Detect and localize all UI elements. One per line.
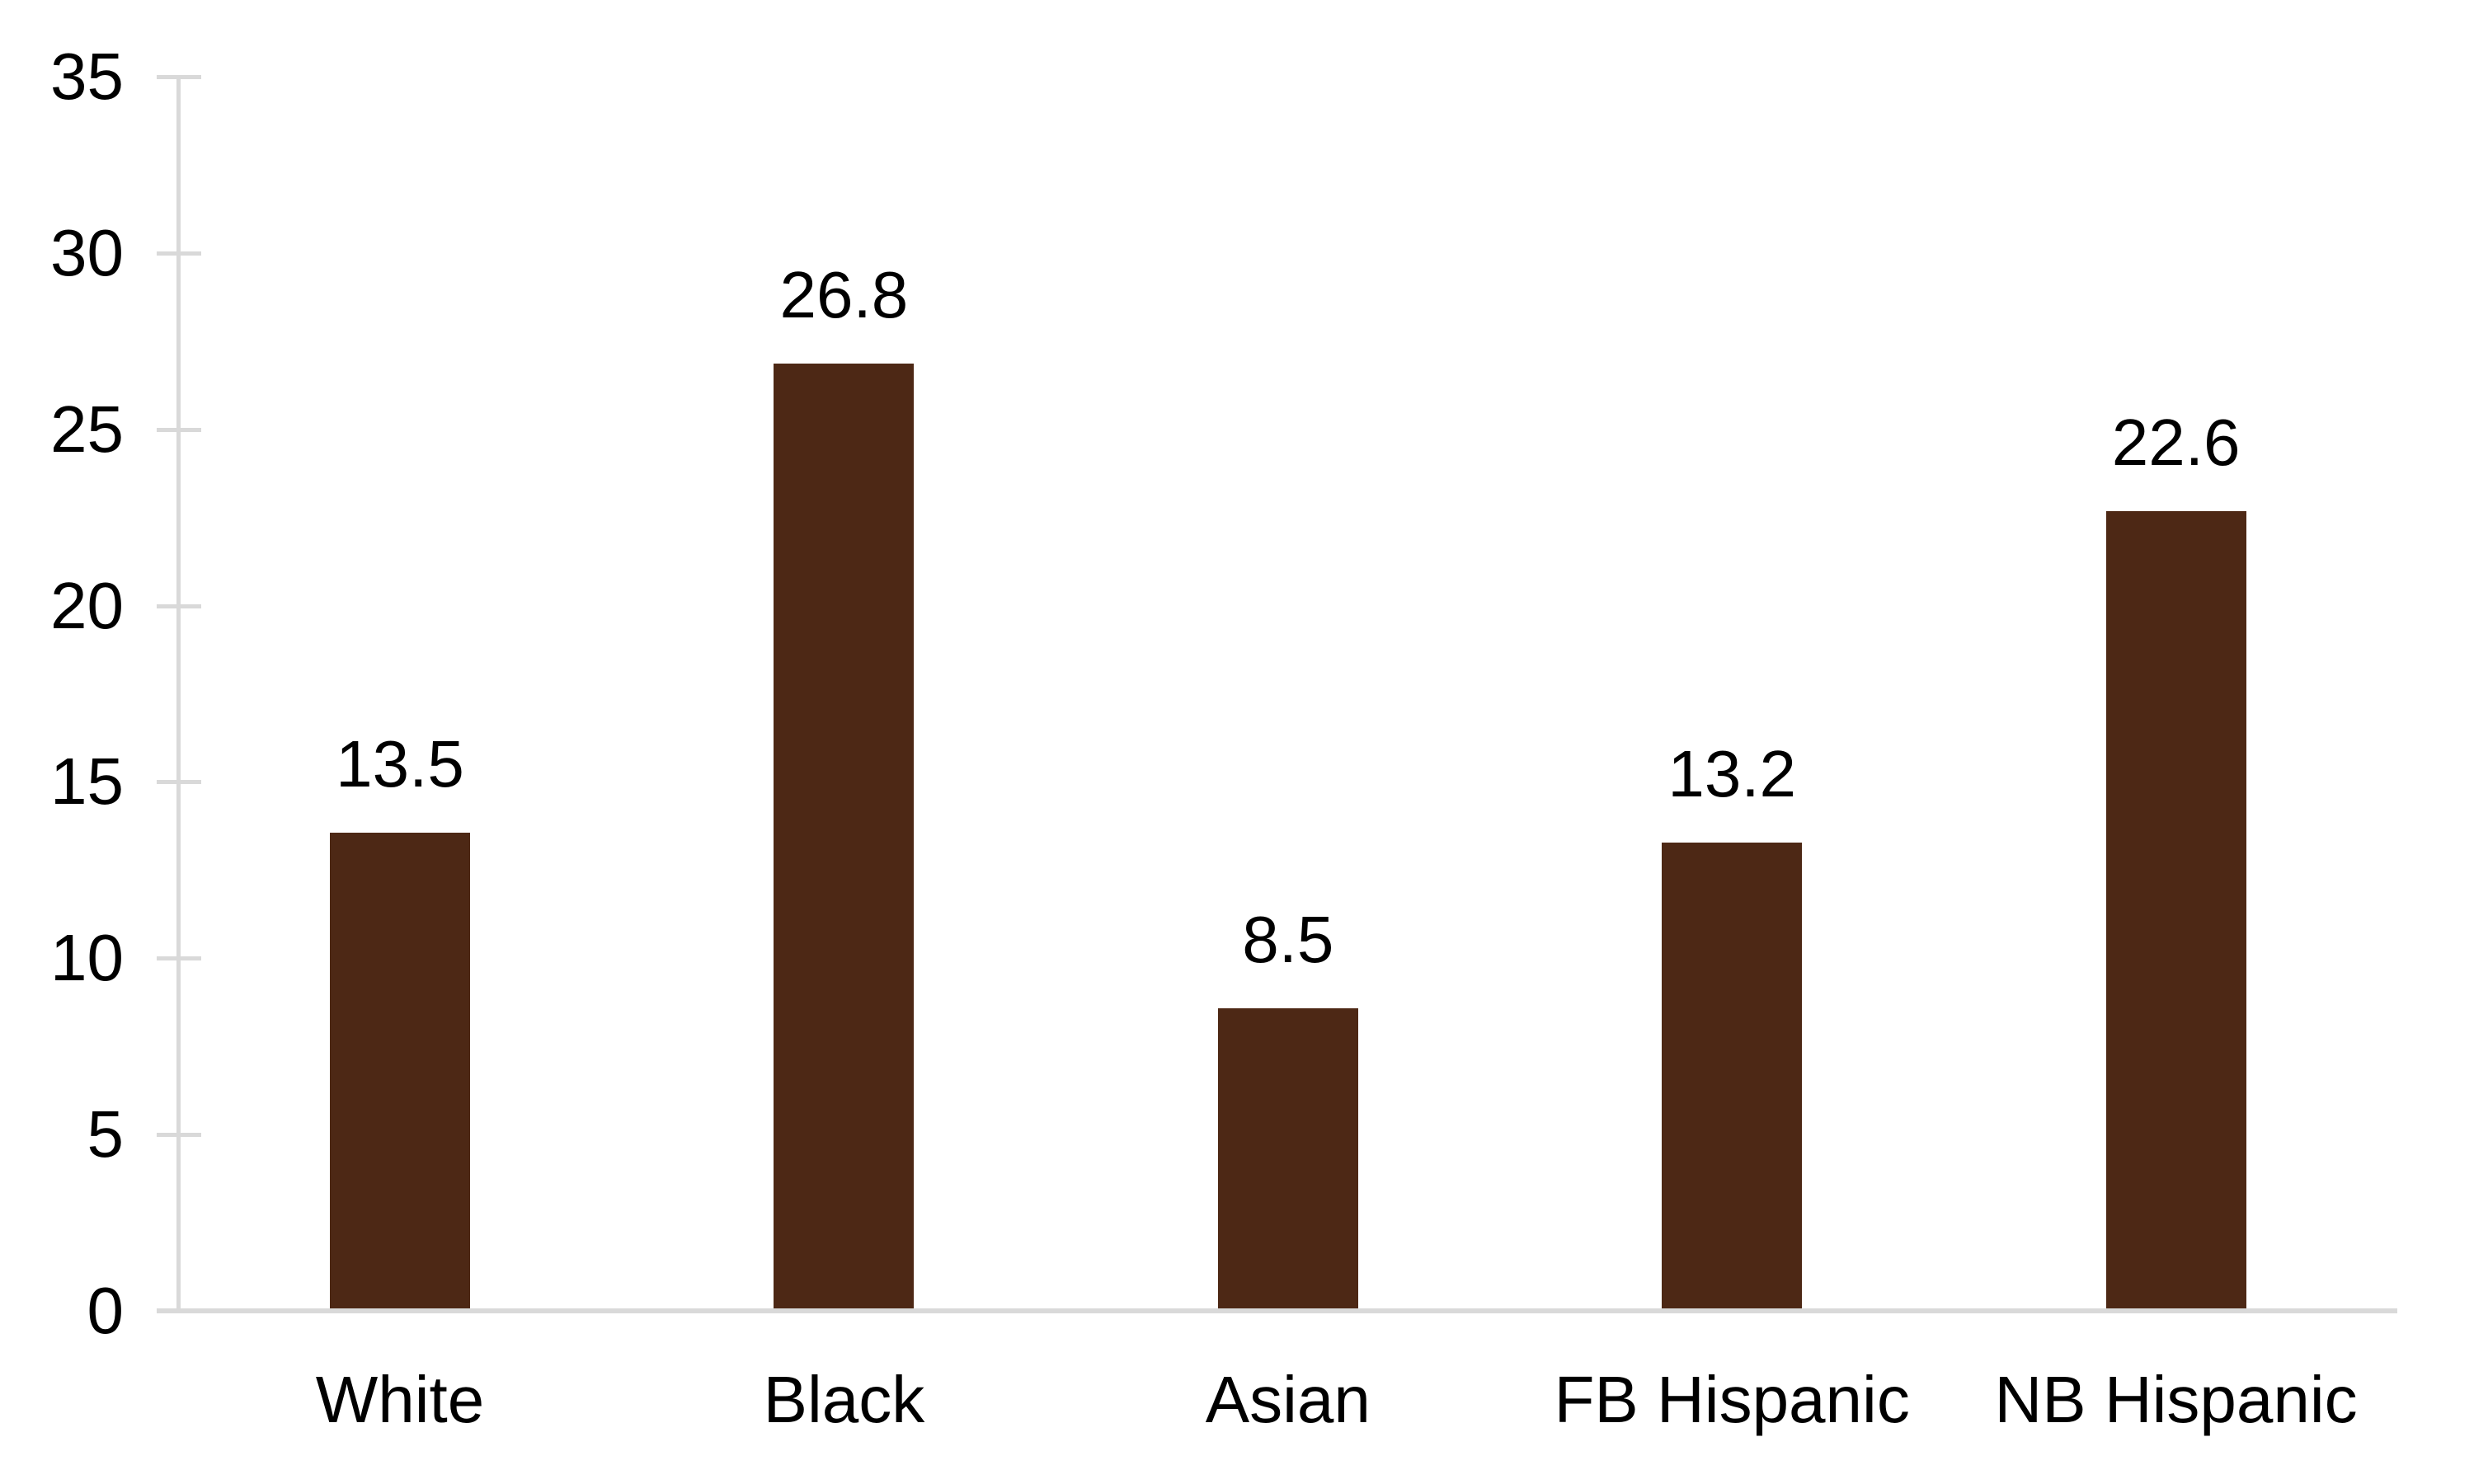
y-tick-mark <box>157 75 201 79</box>
y-tick-mark <box>157 1133 201 1138</box>
bar-fb-hispanic <box>1662 843 1803 1308</box>
category-label-nb-hispanic: NB Hispanic <box>1994 1363 2358 1436</box>
y-tick-mark <box>157 427 201 432</box>
y-tick-mark <box>157 251 201 256</box>
category-label-black: Black <box>763 1363 925 1436</box>
data-label-black: 26.8 <box>779 257 909 331</box>
category-label-fb-hispanic: FB Hispanic <box>1554 1363 1910 1436</box>
y-tick-label: 5 <box>87 1097 125 1172</box>
data-label-fb-hispanic: 13.2 <box>1667 737 1797 811</box>
data-label-asian: 8.5 <box>1242 903 1334 977</box>
y-tick-label: 15 <box>50 744 124 819</box>
y-tick-label: 25 <box>50 392 124 466</box>
data-label-nb-hispanic: 22.6 <box>2111 406 2241 480</box>
y-axis-line <box>176 77 181 1311</box>
x-axis-line <box>157 1308 2397 1313</box>
bar-white <box>330 832 470 1308</box>
y-tick-label: 0 <box>87 1274 125 1347</box>
y-tick-label: 35 <box>50 40 124 113</box>
category-label-white: White <box>315 1363 485 1436</box>
y-tick-label: 10 <box>50 921 124 995</box>
y-tick-mark <box>157 1309 201 1313</box>
y-tick-mark <box>157 603 201 608</box>
y-tick-mark <box>157 956 201 961</box>
bar-black <box>774 363 915 1308</box>
data-label-white: 13.5 <box>336 726 464 801</box>
category-label-asian: Asian <box>1205 1363 1371 1436</box>
y-tick-mark <box>157 780 201 785</box>
bar-asian <box>1217 1008 1358 1308</box>
y-tick-label: 30 <box>50 215 124 289</box>
bar-nb-hispanic <box>2105 511 2246 1308</box>
y-tick-label: 20 <box>50 568 124 642</box>
